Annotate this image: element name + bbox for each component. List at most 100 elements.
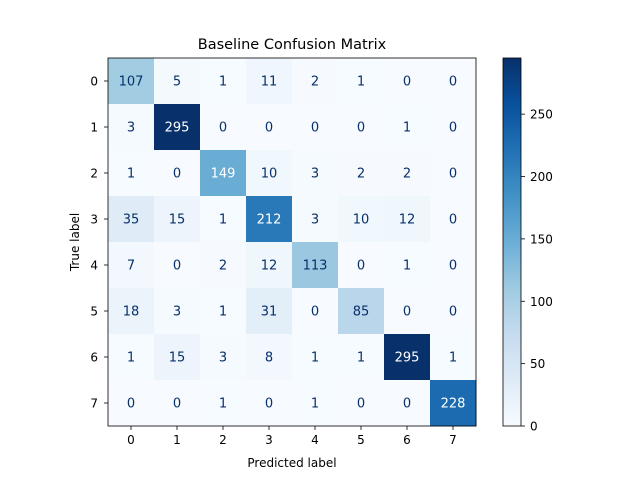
cell-value-3-2: 1: [219, 213, 227, 228]
cell-value-1-0: 3: [127, 121, 135, 136]
cell-value-3-7: 0: [449, 213, 457, 228]
heatmap-cell-3-5: [338, 196, 385, 243]
cell-value-3-6: 12: [399, 213, 416, 228]
plot-frame: [107, 57, 477, 427]
cell-value-1-4: 0: [311, 121, 319, 136]
cell-value-1-5: 0: [357, 121, 365, 136]
heatmap-cell-7-3: [246, 380, 293, 427]
heatmap-cell-1-1: [154, 104, 201, 151]
cell-value-6-5: 1: [357, 351, 365, 366]
cell-value-1-3: 0: [265, 121, 273, 136]
heatmap-cell-2-6: [384, 150, 431, 197]
heatmap-cell-4-7: [430, 242, 477, 289]
colorbar-tick-label-200: 200: [530, 170, 553, 184]
heatmap-cell-5-3: [246, 288, 293, 335]
cell-value-3-0: 35: [123, 213, 140, 228]
heatmap-cell-5-7: [430, 288, 477, 335]
heatmap-cell-6-1: [154, 334, 201, 381]
x-tick-label-0: 0: [127, 433, 135, 447]
heatmap-cell-4-1: [154, 242, 201, 289]
y-tick-label-0: 0: [90, 75, 98, 89]
colorbar-tick-label-100: 100: [530, 295, 553, 309]
heatmap-cell-5-6: [384, 288, 431, 335]
heatmap-cell-3-0: [108, 196, 155, 243]
x-axis-label: Predicted label: [247, 456, 336, 470]
cell-value-1-1: 295: [165, 121, 190, 136]
y-tick-label-2: 2: [90, 167, 98, 181]
cell-value-7-0: 0: [127, 397, 135, 412]
cell-value-0-5: 1: [357, 75, 365, 90]
cell-value-5-4: 0: [311, 305, 319, 320]
cell-value-2-2: 149: [211, 167, 236, 182]
heatmap-cell-6-7: [430, 334, 477, 381]
colorbar-tick-label-50: 50: [530, 357, 545, 371]
cell-value-0-0: 107: [119, 75, 144, 90]
heatmap-cell-0-1: [154, 58, 201, 105]
cell-value-3-5: 10: [353, 213, 370, 228]
heatmap-cell-0-4: [292, 58, 339, 105]
cell-value-2-0: 1: [127, 167, 135, 182]
cell-value-7-2: 1: [219, 397, 227, 412]
heatmap-cell-3-7: [430, 196, 477, 243]
cell-value-4-0: 7: [127, 259, 135, 274]
y-tick-label-6: 6: [90, 351, 98, 365]
heatmap-cell-1-3: [246, 104, 293, 151]
heatmap-cell-1-0: [108, 104, 155, 151]
heatmap-cell-0-7: [430, 58, 477, 105]
cell-value-2-1: 0: [173, 167, 181, 182]
y-tick-label-1: 1: [90, 121, 98, 135]
cell-value-6-3: 8: [265, 351, 273, 366]
cell-value-4-5: 0: [357, 259, 365, 274]
colorbar-tick-label-250: 250: [530, 108, 553, 122]
heatmap-cell-6-6: [384, 334, 431, 381]
cell-value-6-7: 1: [449, 351, 457, 366]
colorbar-ticks: 0 50 100 150 200 250: [521, 108, 553, 434]
heatmap-cell-3-3: [246, 196, 293, 243]
cell-value-4-7: 0: [449, 259, 457, 274]
heatmap-cell-2-2: [200, 150, 247, 197]
cell-value-5-5: 85: [353, 305, 370, 320]
x-tick-label-1: 1: [173, 433, 181, 447]
cell-value-0-4: 2: [311, 75, 319, 90]
cell-value-5-1: 3: [173, 305, 181, 320]
cell-value-1-6: 1: [403, 121, 411, 136]
colorbar-tick-label-150: 150: [530, 232, 553, 246]
y-tick-label-3: 3: [90, 213, 98, 227]
heatmap-cell-3-1: [154, 196, 201, 243]
x-tick-label-3: 3: [265, 433, 273, 447]
cell-value-2-7: 0: [449, 167, 457, 182]
cell-value-5-3: 31: [261, 305, 278, 320]
heatmap-cell-0-3: [246, 58, 293, 105]
cell-value-7-7: 228: [441, 397, 466, 412]
cell-value-0-6: 0: [403, 75, 411, 90]
heatmap-cell-1-2: [200, 104, 247, 151]
cell-value-0-7: 0: [449, 75, 457, 90]
heatmap-cell-4-3: [246, 242, 293, 289]
cell-value-2-5: 2: [357, 167, 365, 182]
heatmap-cell-7-4: [292, 380, 339, 427]
heatmap-cell-7-0: [108, 380, 155, 427]
heatmap-cell-1-7: [430, 104, 477, 151]
heatmap-cell-1-6: [384, 104, 431, 151]
cell-value-3-3: 212: [257, 213, 282, 228]
x-axis-ticks: 0 1 2 3 4 5 6 7: [127, 426, 457, 447]
cell-value-6-1: 15: [169, 351, 186, 366]
cell-value-7-5: 0: [357, 397, 365, 412]
heatmap-cell-7-7: [430, 380, 477, 427]
x-tick-label-4: 4: [311, 433, 319, 447]
heatmap-cell-4-0: [108, 242, 155, 289]
y-tick-label-5: 5: [90, 305, 98, 319]
heatmap-cell-6-0: [108, 334, 155, 381]
cell-value-5-2: 1: [219, 305, 227, 320]
chart-title: Baseline Confusion Matrix: [198, 37, 387, 53]
colorbar-tick-label-0: 0: [530, 420, 538, 434]
cell-value-7-4: 1: [311, 397, 319, 412]
cell-value-0-3: 11: [261, 75, 278, 90]
y-tick-label-7: 7: [90, 397, 98, 411]
x-tick-label-2: 2: [219, 433, 227, 447]
cell-value-1-2: 0: [219, 121, 227, 136]
x-tick-label-6: 6: [403, 433, 411, 447]
heatmap-cell-6-3: [246, 334, 293, 381]
x-tick-label-7: 7: [449, 433, 457, 447]
